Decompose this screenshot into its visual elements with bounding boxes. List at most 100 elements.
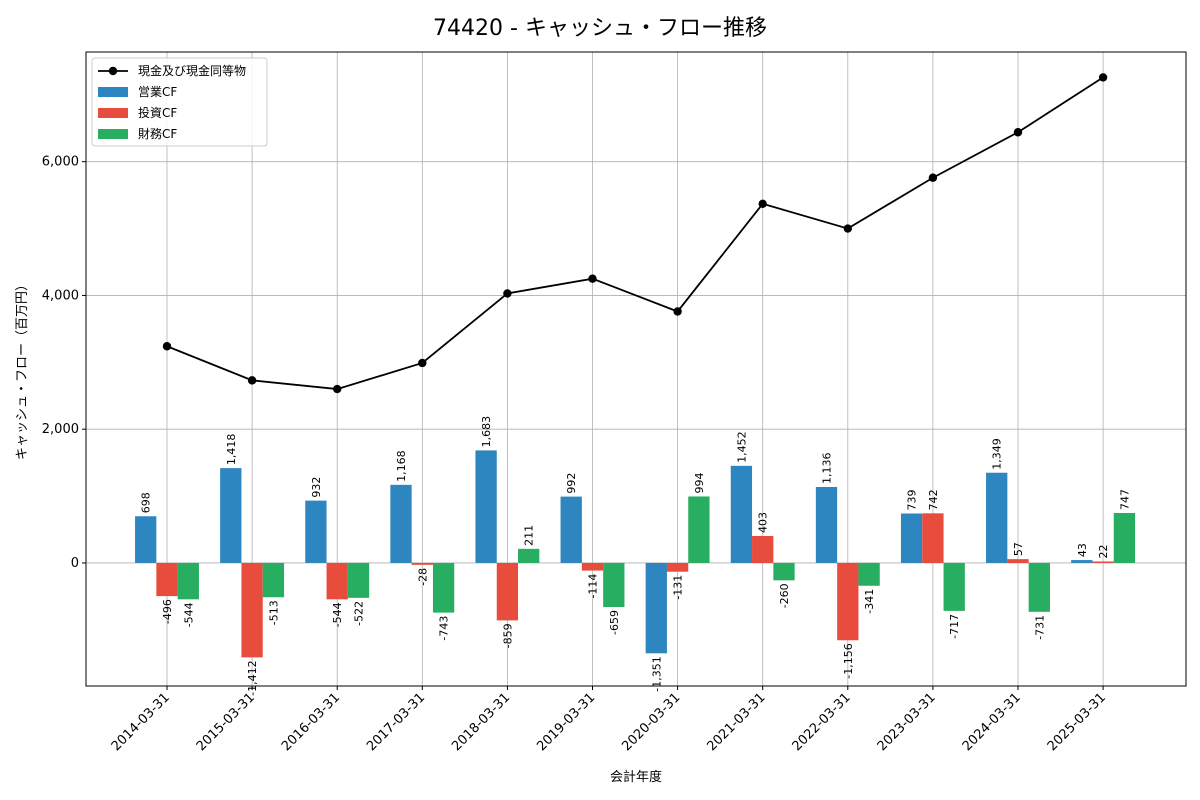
x-tick-label: 2017-03-31: [364, 690, 428, 754]
bar-value-label: -341: [863, 589, 876, 614]
bar: [922, 513, 944, 563]
legend-label: 財務CF: [138, 126, 177, 141]
y-tick-label: 4,000: [42, 288, 79, 303]
bar-value-label: 22: [1097, 544, 1110, 558]
bar-value-label: 1,349: [991, 438, 1004, 470]
bar-value-label: 932: [310, 477, 323, 498]
bar: [688, 496, 710, 563]
x-axis-label: 会計年度: [610, 769, 662, 785]
bar-value-label: -522: [353, 601, 366, 626]
cash-point: [758, 199, 767, 209]
bar: [815, 486, 838, 563]
cash-point: [418, 358, 427, 368]
bar-value-label: -114: [587, 574, 600, 599]
chart-title: 74420 - キャッシュ・フロー推移: [433, 16, 767, 41]
bar-value-label: -859: [501, 623, 514, 648]
cash-point: [843, 224, 852, 233]
bar: [1071, 560, 1093, 563]
bar-value-label: 43: [1076, 543, 1089, 557]
bar: [773, 562, 795, 581]
bar-value-label: -731: [1033, 615, 1046, 640]
bar-value-label: 698: [140, 492, 153, 513]
bar: [730, 465, 753, 563]
cash-point: [1013, 128, 1023, 137]
bar-value-label: 1,418: [225, 434, 238, 466]
bar-labels: 698 1,418 932 1,168 1,683 992 -1,351 1,452 1,136…: [140, 416, 1132, 696]
bar: [837, 562, 859, 641]
bar-value-label: -28: [416, 568, 429, 586]
bar: [645, 562, 667, 654]
bar-value-label: -131: [672, 575, 685, 600]
legend-swatch: [98, 129, 128, 139]
bar-value-label: 1,452: [735, 431, 748, 463]
bar: [326, 562, 348, 600]
bar-value-label: 747: [1118, 489, 1131, 510]
bar: [475, 450, 497, 563]
bar: [305, 500, 327, 563]
bar: [752, 535, 774, 563]
bar-value-label: 1,683: [480, 416, 493, 448]
bar-value-label: -1,412: [246, 660, 259, 695]
cash-point: [333, 384, 342, 394]
bar-value-label: -1,351: [650, 656, 663, 691]
cash-point: [1098, 73, 1108, 82]
bar-value-label: 739: [906, 490, 919, 511]
legend-swatch: [98, 87, 128, 97]
legend-box: [91, 57, 268, 147]
x-tick-label: 2020-03-31: [619, 690, 683, 754]
legend-label: 投資CF: [138, 105, 177, 120]
bar: [347, 562, 370, 598]
bar-value-label: 1,136: [821, 452, 834, 484]
cash-point: [673, 307, 682, 316]
y-tick-label: 6,000: [42, 155, 79, 170]
bar: [1113, 512, 1136, 563]
bar-value-label: -260: [778, 583, 791, 608]
bar-value-label: -496: [161, 599, 174, 624]
bar: [858, 562, 880, 586]
y-tick-label: 2,000: [42, 422, 79, 437]
y-axis-label: キャッシュ・フロー（百万円）: [15, 278, 30, 460]
bar: [411, 562, 433, 565]
bar: [241, 562, 263, 658]
bar-value-label: -544: [182, 602, 195, 627]
bar-value-label: 1,168: [395, 450, 408, 482]
bar-value-label: 211: [523, 525, 536, 546]
cash-point: [247, 376, 257, 385]
legend-label: 現金及び現金同等物: [138, 63, 246, 78]
x-tick-label: 2019-03-31: [534, 690, 598, 754]
legend-marker: [108, 66, 118, 76]
y-tick-label: 0: [71, 556, 79, 571]
x-tick-label: 2016-03-31: [279, 690, 343, 754]
x-tick-label: 2022-03-31: [790, 690, 854, 754]
bar: [666, 562, 689, 572]
cash-points: [162, 73, 1108, 394]
bar-value-label: -544: [331, 602, 344, 627]
legend-label: 営業CF: [138, 85, 177, 99]
bar-value-label: -659: [608, 610, 621, 635]
bar: [943, 562, 965, 611]
x-tick-label: 2021-03-31: [704, 690, 768, 754]
bar-value-label: 994: [693, 472, 706, 493]
bar-value-label: 992: [565, 473, 578, 494]
bar: [156, 562, 178, 597]
bar: [496, 562, 519, 621]
cash-point: [588, 274, 597, 283]
plot-frame: [85, 51, 1187, 687]
bar-value-label: -743: [438, 616, 451, 641]
y-axis: 0 2,000 4,000 6,000: [42, 155, 86, 571]
x-tick-label: 2018-03-31: [449, 690, 513, 754]
x-tick-label: 2015-03-31: [194, 690, 258, 754]
x-tick-label: 2025-03-31: [1045, 690, 1109, 754]
bar: [560, 496, 582, 563]
bars: [135, 450, 1136, 658]
legend-swatch: [98, 108, 128, 118]
bar-value-label: -1,156: [842, 643, 855, 678]
bar: [581, 562, 604, 571]
bar: [432, 562, 455, 613]
cash-point: [928, 173, 938, 182]
cash-point: [162, 342, 172, 351]
x-tick-label: 2023-03-31: [875, 690, 939, 754]
x-tick-label: 2024-03-31: [960, 690, 1024, 754]
